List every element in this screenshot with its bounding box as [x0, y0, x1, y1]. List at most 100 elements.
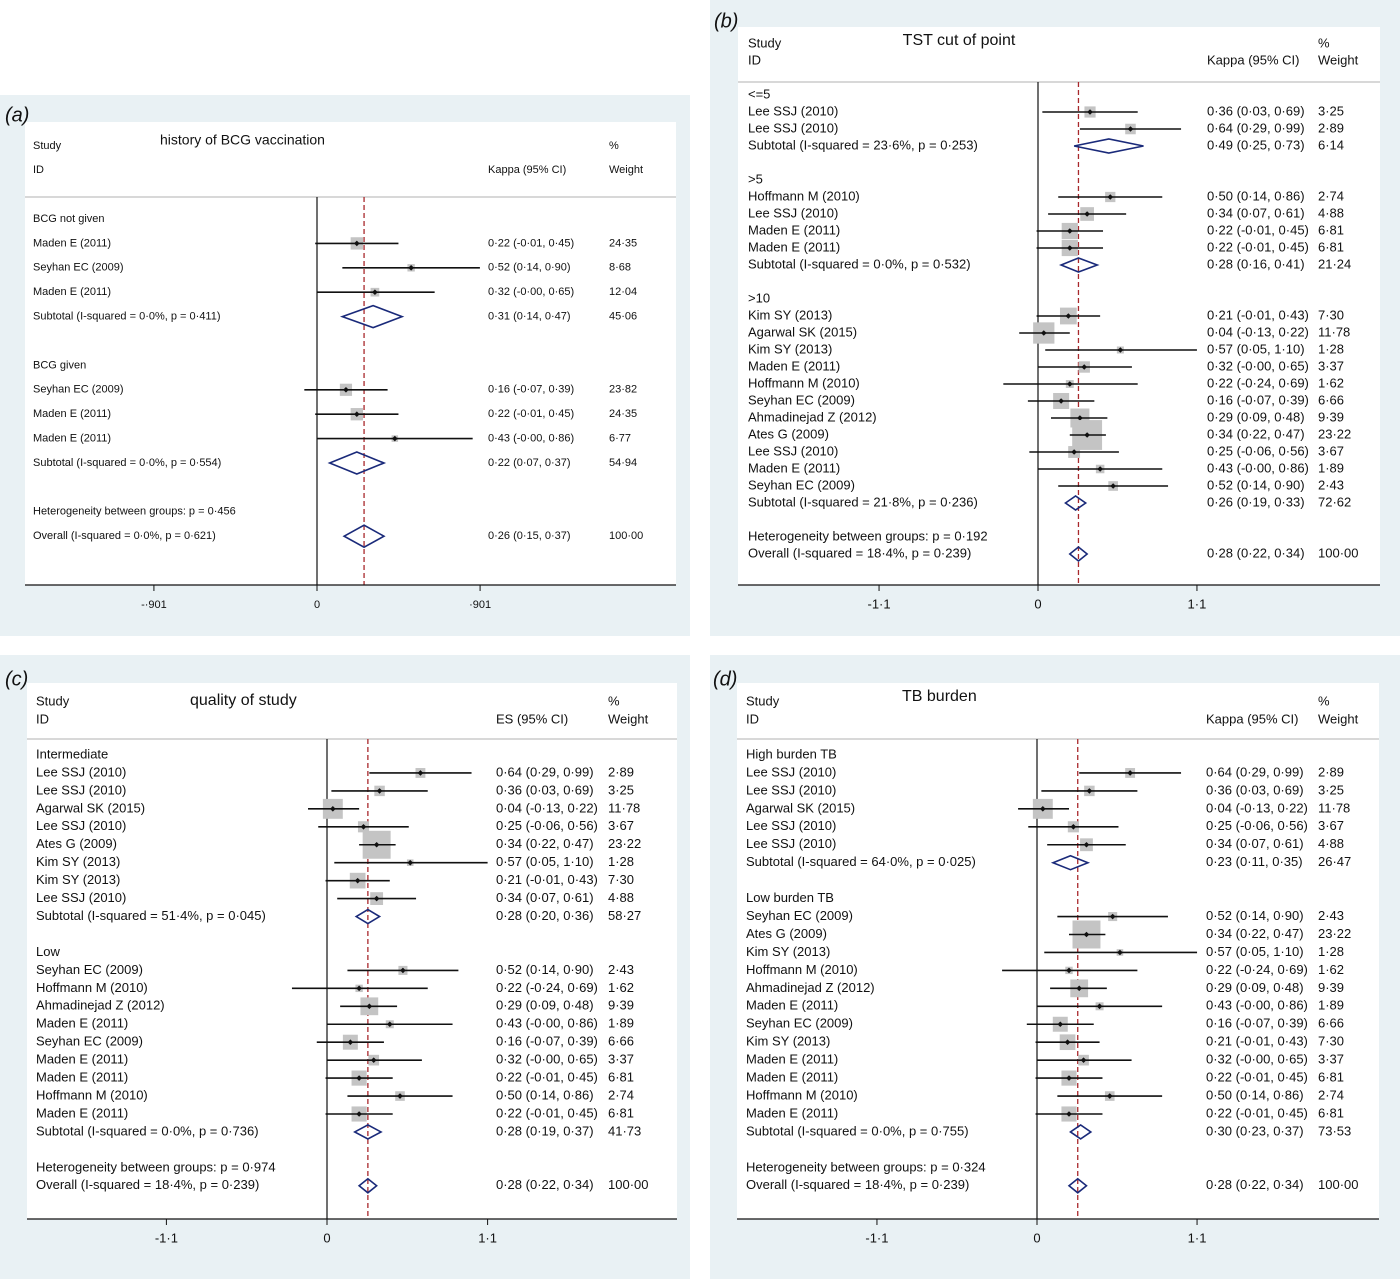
row-weight: 6·14 — [1318, 137, 1344, 152]
header-percent: % — [1318, 693, 1330, 708]
header-study: Study — [746, 693, 780, 708]
row-ci: 0·22 (-0·01, 0·45) — [1207, 222, 1309, 237]
row-label: Subtotal (I-squared = 21·8%, p = 0·236) — [748, 494, 978, 509]
row-ci: 0·04 (-0·13, 0·22) — [496, 800, 598, 815]
x-tick-label: 1·1 — [478, 1230, 497, 1245]
row-weight: 72·62 — [1318, 494, 1351, 509]
row-label: Heterogeneity between groups: p = 0·974 — [36, 1159, 276, 1174]
row-het: Heterogeneity between groups: p = 0·324 — [746, 1159, 986, 1174]
row-ci: 0·23 (0·11, 0·35) — [1206, 854, 1303, 869]
point-estimate-marker — [1083, 931, 1090, 938]
row-ci: 0·16 (-0·07, 0·39) — [488, 384, 574, 396]
row-weight: 6·81 — [608, 1105, 634, 1120]
point-estimate-marker — [1071, 449, 1077, 455]
row-weight: 1·28 — [1318, 944, 1344, 959]
row-ci: 0·22 (-0·01, 0·45) — [496, 1070, 598, 1085]
forest-panel-c: (c) quality of study Study ID ES (95% CI)% We… — [0, 655, 690, 1279]
row-study: Seyhan EC (2009) 0·16 (-0·07, 0·39) 6·66 — [36, 1034, 634, 1050]
row-label: >10 — [748, 290, 770, 305]
row-label: Lee SSJ (2010) — [36, 764, 126, 779]
row-ci: 0·64 (0·29, 0·99) — [496, 764, 594, 779]
overall-diamond — [1067, 1177, 1088, 1194]
row-ci: 0·43 (-0·00, 0·86) — [496, 1016, 598, 1031]
point-estimate-marker — [417, 770, 424, 776]
row-weight: 2·74 — [608, 1087, 634, 1102]
row-ci: 0·29 (0·09, 0·48) — [1206, 980, 1304, 995]
point-estimate-marker — [347, 1039, 354, 1045]
row-label: Maden E (2011) — [33, 286, 111, 298]
subtotal-diamond — [1050, 854, 1091, 871]
row-label: Hoffmann M (2010) — [748, 188, 860, 203]
row-overall: Overall (I-squared = 0·0%, p = 0·621) 0·2… — [33, 524, 643, 549]
row-label: Lee SSJ (2010) — [746, 836, 836, 851]
row-study: Kim SY (2013) 0·21 (-0·01, 0·43) 7·30 — [748, 307, 1344, 325]
x-tick-label: -1·1 — [867, 596, 890, 611]
row-ci: 0·22 (-0·24, 0·69) — [1206, 962, 1308, 977]
row-weight: 11·78 — [1318, 800, 1350, 815]
row-overall: Overall (I-squared = 18·4%, p = 0·239) 0·… — [746, 1177, 1358, 1194]
overall-diamond — [1068, 545, 1089, 563]
point-estimate-marker — [330, 806, 336, 812]
row-ci: 0·34 (0·22, 0·47) — [1207, 426, 1305, 441]
row-ci: 0·21 (-0·01, 0·43) — [496, 872, 598, 887]
point-estimate-marker — [400, 967, 406, 974]
chart-title: TST cut of point — [903, 32, 1016, 49]
row-weight: 3·25 — [608, 782, 634, 797]
row-ci: 0·34 (0·22, 0·47) — [496, 836, 594, 851]
header-id: ID — [36, 711, 49, 726]
row-label: Lee SSJ (2010) — [748, 205, 838, 220]
overall-diamond — [357, 1177, 378, 1194]
row-study: Kim SY (2013) 0·57 (0·05, 1·10) 1·28 — [36, 854, 634, 869]
point-estimate-marker — [370, 1057, 377, 1063]
header-weight: Weight — [609, 164, 643, 176]
point-estimate-marker — [1066, 967, 1072, 974]
row-study: Ahmadinejad Z (2012) 0·29 (0·09, 0·48) 9·3… — [746, 979, 1344, 998]
point-estimate-marker — [1127, 770, 1133, 776]
row-ci: 0·26 (0·19, 0·33) — [1207, 494, 1305, 509]
point-estimate-marker — [1070, 824, 1077, 830]
row-label: Maden E (2011) — [36, 1052, 128, 1067]
row-weight: 3·25 — [1318, 782, 1344, 797]
point-estimate-marker — [354, 877, 361, 884]
row-weight: 12·04 — [609, 286, 637, 298]
row-weight: 3·67 — [1318, 818, 1344, 833]
row-group: BCG not given — [33, 213, 105, 225]
point-estimate-marker — [373, 895, 380, 902]
forest-panel-b: (b) TST cut of point Study ID Kappa (95% CI)… — [710, 0, 1400, 636]
plot-area — [738, 27, 1380, 585]
row-study: Maden E (2011) 0·43 (-0·00, 0·86) 1·89 — [746, 998, 1344, 1013]
row-overall: Overall (I-squared = 18·4%, p = 0·239) 0·… — [36, 1177, 648, 1194]
row-weight: 7·30 — [1318, 307, 1344, 322]
header-percent: % — [1318, 35, 1330, 50]
row-label: Ates G (2009) — [748, 426, 829, 441]
row-study: Hoffmann M (2010) 0·50 (0·14, 0·86) 2·74 — [746, 1087, 1344, 1102]
header-study: Study — [748, 35, 782, 50]
row-weight: 11·78 — [608, 800, 640, 815]
row-ci: 0·25 (-0·06, 0·56) — [1206, 818, 1308, 833]
row-weight: 6·81 — [1318, 222, 1344, 237]
row-label: Low burden TB — [746, 890, 834, 905]
subtotal-diamond — [1064, 495, 1088, 511]
row-label: Seyhan EC (2009) — [33, 262, 124, 274]
row-ci: 0·29 (0·09, 0·48) — [496, 998, 594, 1013]
row-label: Maden E (2011) — [33, 408, 111, 420]
row-study: Maden E (2011) 0·32 (-0·00, 0·65) 12·04 — [33, 286, 637, 298]
row-group: >10 — [748, 290, 770, 305]
row-weight: 3·37 — [1318, 358, 1344, 373]
row-label: Seyhan EC (2009) — [746, 1016, 853, 1031]
row-label: Maden E (2011) — [36, 1016, 128, 1031]
header-weight: Weight — [608, 711, 649, 726]
row-label: Ahmadinejad Z (2012) — [36, 998, 165, 1013]
row-study: Hoffmann M (2010) 0·22 (-0·24, 0·69) 1·62 — [748, 375, 1344, 390]
point-estimate-marker — [408, 265, 414, 271]
row-label: >5 — [748, 171, 763, 186]
row-het: Heterogeneity between groups: p = 0·456 — [33, 506, 236, 518]
header-id: ID — [33, 164, 44, 176]
point-estimate-marker — [1058, 398, 1064, 404]
row-ci: 0·22 (-0·01, 0·45) — [1206, 1070, 1308, 1085]
row-weight: 1·62 — [1318, 962, 1344, 977]
x-tick-label: -1·1 — [865, 1230, 888, 1245]
row-weight: 100·00 — [1318, 545, 1358, 560]
row-study: Agarwal SK (2015) 0·04 (-0·13, 0·22) 11·78 — [746, 798, 1350, 819]
row-study: Hoffmann M (2010) 0·22 (-0·24, 0·69) 1·62 — [746, 962, 1344, 977]
